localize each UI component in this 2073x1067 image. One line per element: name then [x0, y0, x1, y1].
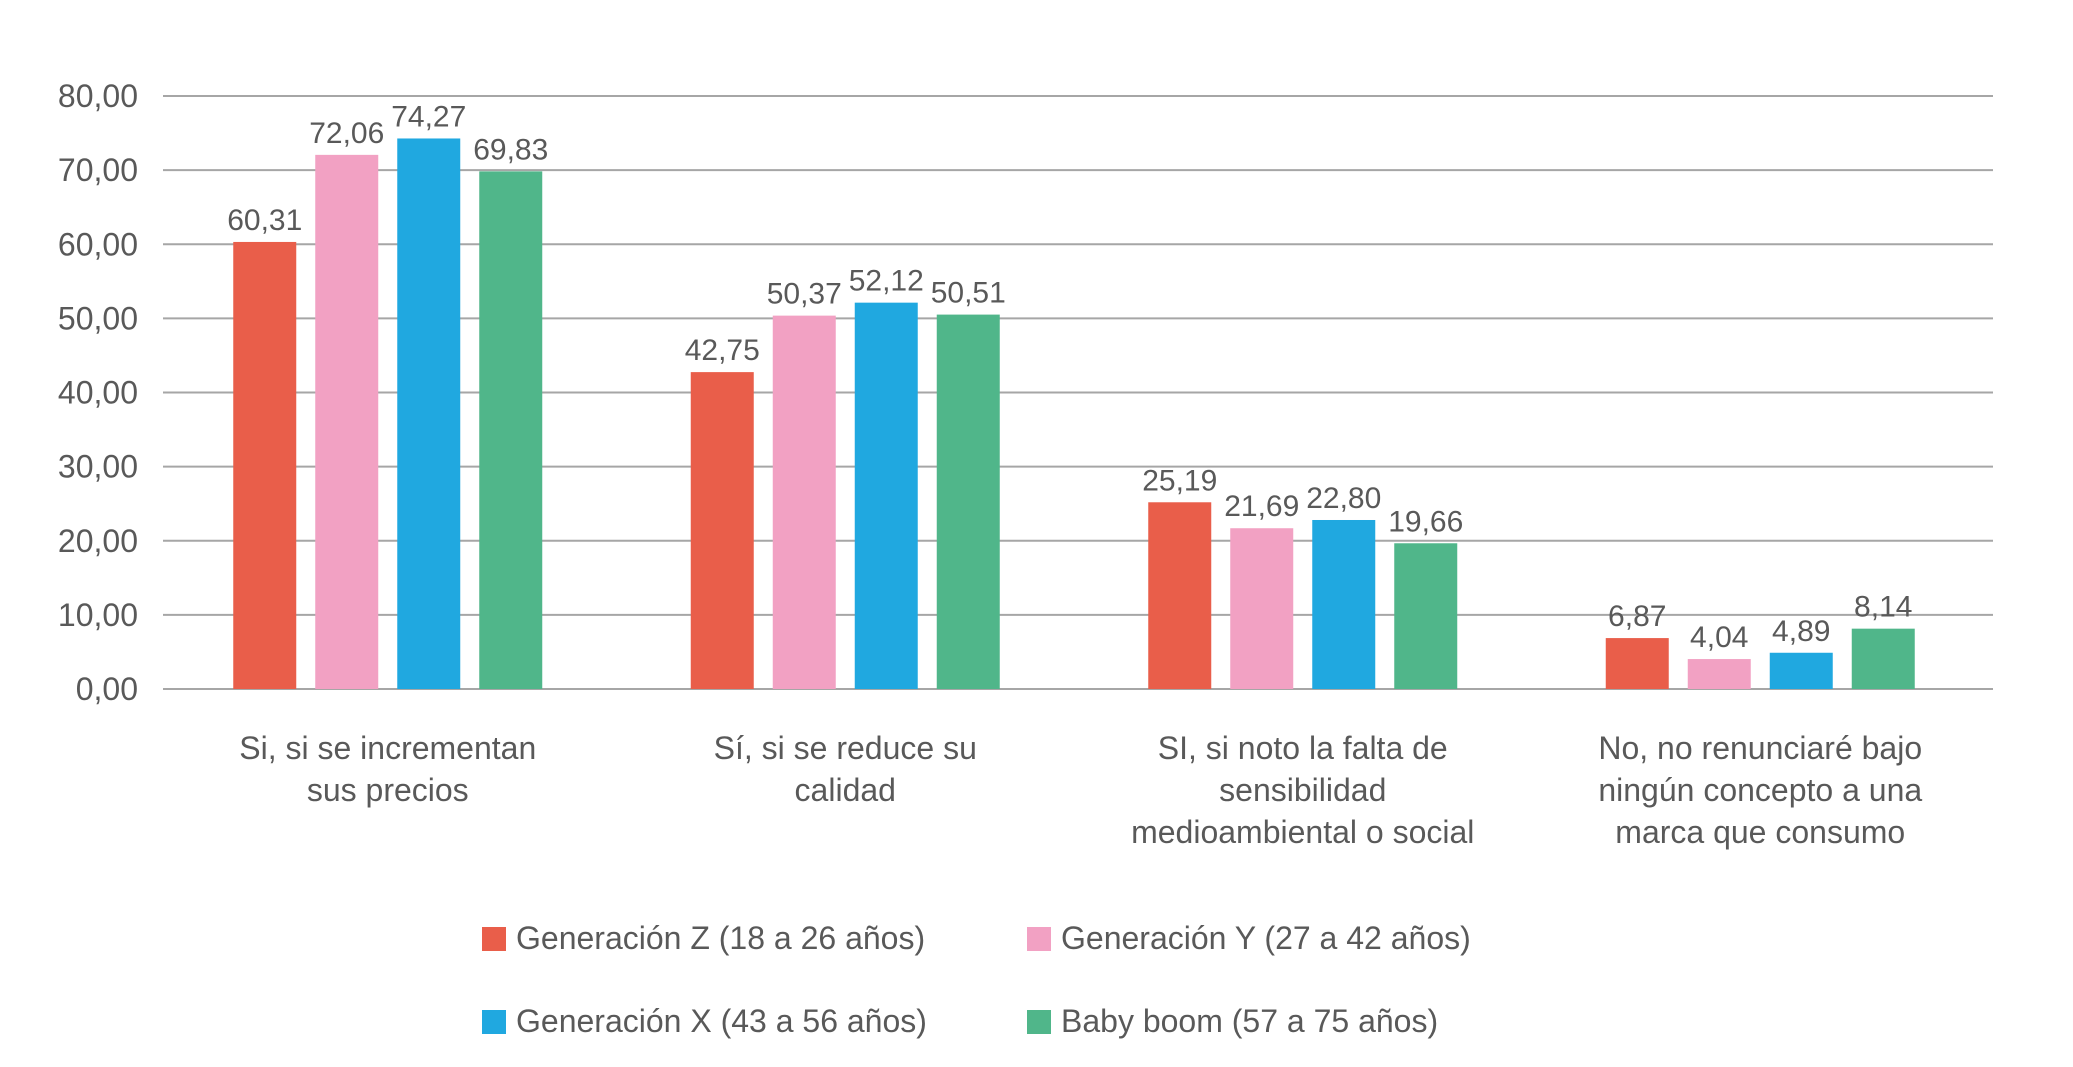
bar: [1394, 543, 1458, 689]
bar: [397, 138, 461, 689]
y-tick-label: 20,00: [58, 523, 138, 559]
data-label: 52,12: [849, 265, 924, 298]
category-label: ningún concepto a una: [1598, 772, 1922, 808]
y-tick-label: 70,00: [58, 152, 138, 188]
category-label: Sí, si se reduce su: [714, 730, 977, 766]
bar: [1230, 528, 1294, 689]
data-label: 42,75: [685, 334, 760, 367]
bar: [1148, 502, 1212, 689]
bar: [1769, 652, 1833, 689]
bar: [854, 302, 918, 689]
bar: [1605, 638, 1669, 689]
data-label: 69,83: [473, 133, 548, 166]
bars: [233, 138, 1915, 690]
bar: [1851, 628, 1915, 689]
category-label: sus precios: [307, 772, 469, 808]
category-label: calidad: [795, 772, 896, 808]
data-label: 50,37: [767, 278, 842, 311]
data-label: 19,66: [1388, 505, 1463, 538]
data-label: 74,27: [391, 100, 466, 133]
data-label: 6,87: [1608, 600, 1666, 633]
category-label: marca que consumo: [1615, 814, 1905, 850]
legend-label-gen-y: Generación Y (27 a 42 años): [1061, 920, 1471, 956]
bar: [936, 314, 1000, 689]
data-label: 4,89: [1772, 615, 1830, 648]
data-label: 72,06: [309, 117, 384, 150]
y-tick-label: 50,00: [58, 300, 138, 336]
legend-swatch-baby-boom: [1027, 1009, 1051, 1034]
bar: [1687, 659, 1751, 689]
category-labels: Si, si se incrementan sus precios Sí, si s…: [239, 730, 1922, 850]
legend-label-gen-z: Generación Z (18 a 26 años): [516, 920, 926, 956]
legend-item-baby-boom: Baby boom (57 a 75 años): [1027, 1003, 1438, 1040]
y-tick-label: 0,00: [76, 671, 138, 707]
data-label: 60,31: [227, 204, 302, 237]
legend-label-gen-x: Generación X (43 a 56 años): [516, 1003, 927, 1039]
data-label: 4,04: [1690, 621, 1748, 654]
bar: [233, 241, 297, 689]
legend-swatch-gen-y: [1027, 926, 1051, 951]
data-label: 22,80: [1306, 482, 1381, 515]
category-label: medioambiental o social: [1131, 814, 1474, 850]
bar: [690, 372, 754, 689]
data-label: 25,19: [1142, 464, 1217, 497]
data-label: 8,14: [1854, 591, 1912, 624]
bar: [1312, 519, 1376, 689]
legend-swatch-gen-z: [482, 926, 506, 951]
y-tick-label: 60,00: [58, 226, 138, 262]
bar: [772, 315, 836, 689]
category-label: SI, si noto la falta de: [1158, 730, 1448, 766]
y-tick-label: 30,00: [58, 449, 138, 485]
legend-item-gen-z: Generación Z (18 a 26 años): [482, 920, 925, 957]
legend-swatch-gen-x: [482, 1009, 506, 1034]
category-label: No, no renunciaré bajo: [1598, 730, 1922, 766]
legend-item-gen-y: Generación Y (27 a 42 años): [1027, 920, 1471, 957]
bar: [315, 154, 379, 690]
data-label: 50,51: [931, 277, 1006, 310]
legend-item-gen-x: Generación X (43 a 56 años): [482, 1003, 927, 1040]
y-axis-tick-labels: 0,00 10,00 20,00 30,00 40,00 50,00 60,00 70,00 8…: [58, 78, 138, 707]
y-tick-label: 80,00: [58, 78, 138, 114]
category-label: Si, si se incrementan: [239, 730, 536, 766]
bar: [479, 171, 543, 689]
category-label: sensibilidad: [1219, 772, 1386, 808]
legend-label-baby-boom: Baby boom (57 a 75 años): [1061, 1003, 1439, 1039]
y-tick-label: 10,00: [58, 597, 138, 633]
data-label: 21,69: [1224, 490, 1299, 523]
gridlines: [163, 95, 1993, 690]
y-tick-label: 40,00: [58, 375, 138, 411]
